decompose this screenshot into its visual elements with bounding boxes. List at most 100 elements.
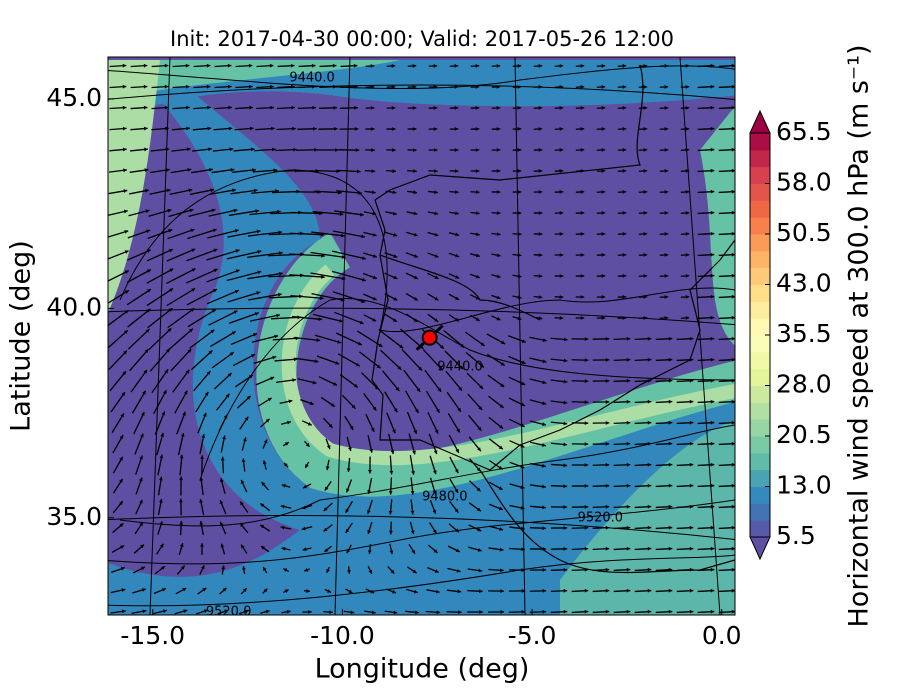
wind-arrow-head xyxy=(250,147,255,152)
wind-arrow-head xyxy=(580,190,585,194)
wind-arrow-head xyxy=(559,274,564,278)
wind-arrow-head xyxy=(254,312,259,316)
wind-vectors xyxy=(108,63,735,615)
wind-arrow-head xyxy=(664,85,669,89)
wind-arrow xyxy=(195,391,209,413)
wind-arrow-head xyxy=(323,527,328,532)
wind-arrow-head xyxy=(689,420,694,425)
wind-arrow xyxy=(360,372,380,390)
wind-arrow-head xyxy=(563,609,568,614)
wind-arrow-head xyxy=(235,249,240,253)
wind-arrow xyxy=(108,329,129,349)
wind-arrow-head xyxy=(270,105,274,110)
wind-arrow-head xyxy=(731,567,735,572)
wind-arrow-head xyxy=(167,208,172,213)
wind-arrow-head xyxy=(260,503,265,508)
wind-arrow-head xyxy=(433,169,438,173)
wind-arrow-head xyxy=(302,484,307,489)
contour-label: 9440.0 xyxy=(289,70,335,85)
wind-arrow-head xyxy=(123,350,128,355)
wind-arrow-head xyxy=(160,566,165,570)
wind-arrow-head xyxy=(668,336,673,341)
wind-arrow-head xyxy=(354,127,359,131)
wind-arrow xyxy=(332,250,366,260)
wind-arrow-head xyxy=(230,168,235,172)
wind-arrow-head xyxy=(203,609,208,614)
wind-arrow-head xyxy=(520,485,525,490)
wind-arrow-head xyxy=(685,295,690,299)
wind-arrow xyxy=(249,314,281,322)
wind-arrow xyxy=(126,268,152,284)
wind-arrow-head xyxy=(190,228,195,233)
jet-band xyxy=(560,421,735,615)
wind-arrow-head xyxy=(357,341,362,346)
wind-arrow-head xyxy=(499,527,504,531)
wind-arrow-head xyxy=(374,385,379,390)
wind-arrow xyxy=(146,287,174,307)
wind-arrow-head xyxy=(542,588,547,593)
wind-arrow-head xyxy=(168,248,173,253)
wind-arrow-head xyxy=(260,524,265,529)
wind-arrow-head xyxy=(542,526,546,531)
wind-arrow-head xyxy=(121,609,126,614)
wind-arrow xyxy=(108,230,129,238)
wind-arrow-head xyxy=(689,378,694,383)
wind-arrow-head xyxy=(164,369,169,374)
wind-arrow xyxy=(126,288,152,306)
x-tick-label: -15.0 xyxy=(120,621,185,650)
wind-arrow-head xyxy=(520,444,525,448)
wind-arrow xyxy=(154,411,166,435)
wind-arrow-head xyxy=(369,448,374,453)
wind-arrow xyxy=(206,289,240,305)
wind-arrow xyxy=(186,268,218,284)
wind-arrow xyxy=(334,210,364,216)
wind-arrow xyxy=(465,351,485,369)
wind-arrow-head xyxy=(159,543,164,548)
wind-arrow-head xyxy=(496,253,501,258)
wind-arrow-head xyxy=(326,445,331,450)
wind-arrow xyxy=(339,374,359,388)
wind-arrow-head xyxy=(475,232,480,237)
wind-arrow xyxy=(427,412,439,434)
wind-arrow-head xyxy=(496,274,501,279)
wind-arrow-head xyxy=(206,371,211,376)
wind-arrow-head xyxy=(434,211,439,216)
wind-arrow xyxy=(208,310,238,326)
wind-arrow-head xyxy=(731,504,735,509)
wind-arrow-head xyxy=(231,331,236,335)
wind-arrow-head xyxy=(689,588,694,593)
wind-arrow-head xyxy=(647,546,652,551)
wind-arrow-head xyxy=(220,543,225,548)
wind-arrow-head xyxy=(457,407,461,412)
wind-arrow-head xyxy=(710,357,715,362)
wind-arrow-head xyxy=(368,569,373,574)
colorbar-label: Horizontal wind speed at 300.0 hPa (m s⁻… xyxy=(844,44,875,627)
wind-arrow-head xyxy=(475,106,480,110)
wind-arrow-head xyxy=(163,390,167,395)
wind-arrow-head xyxy=(390,450,395,454)
wind-arrow-head xyxy=(538,85,543,89)
wind-arrow-head xyxy=(434,429,439,434)
wind-arrow-head xyxy=(388,491,393,495)
wind-arrow xyxy=(172,369,190,393)
wind-arrow-head xyxy=(393,254,398,258)
colorbar-band xyxy=(750,301,770,319)
wind-arrow-head xyxy=(367,510,371,514)
wind-arrow-head xyxy=(731,609,735,614)
wind-arrow-head xyxy=(584,379,589,384)
wind-arrow-head xyxy=(647,567,652,572)
wind-arrow-head xyxy=(563,546,568,551)
wind-arrow-head xyxy=(689,609,694,614)
wind-arrow-head xyxy=(542,359,547,364)
wind-arrow-head xyxy=(643,190,648,194)
wind-arrow-head xyxy=(395,387,400,392)
wind-arrow-head xyxy=(208,147,212,152)
wind-arrow-head xyxy=(538,232,543,236)
wind-arrow-head xyxy=(123,209,128,214)
wind-arrow xyxy=(311,292,345,302)
wind-arrow-head xyxy=(351,404,356,409)
wind-arrow-head xyxy=(710,336,715,341)
wind-arrow xyxy=(247,251,283,259)
wind-arrow-head xyxy=(341,255,346,259)
